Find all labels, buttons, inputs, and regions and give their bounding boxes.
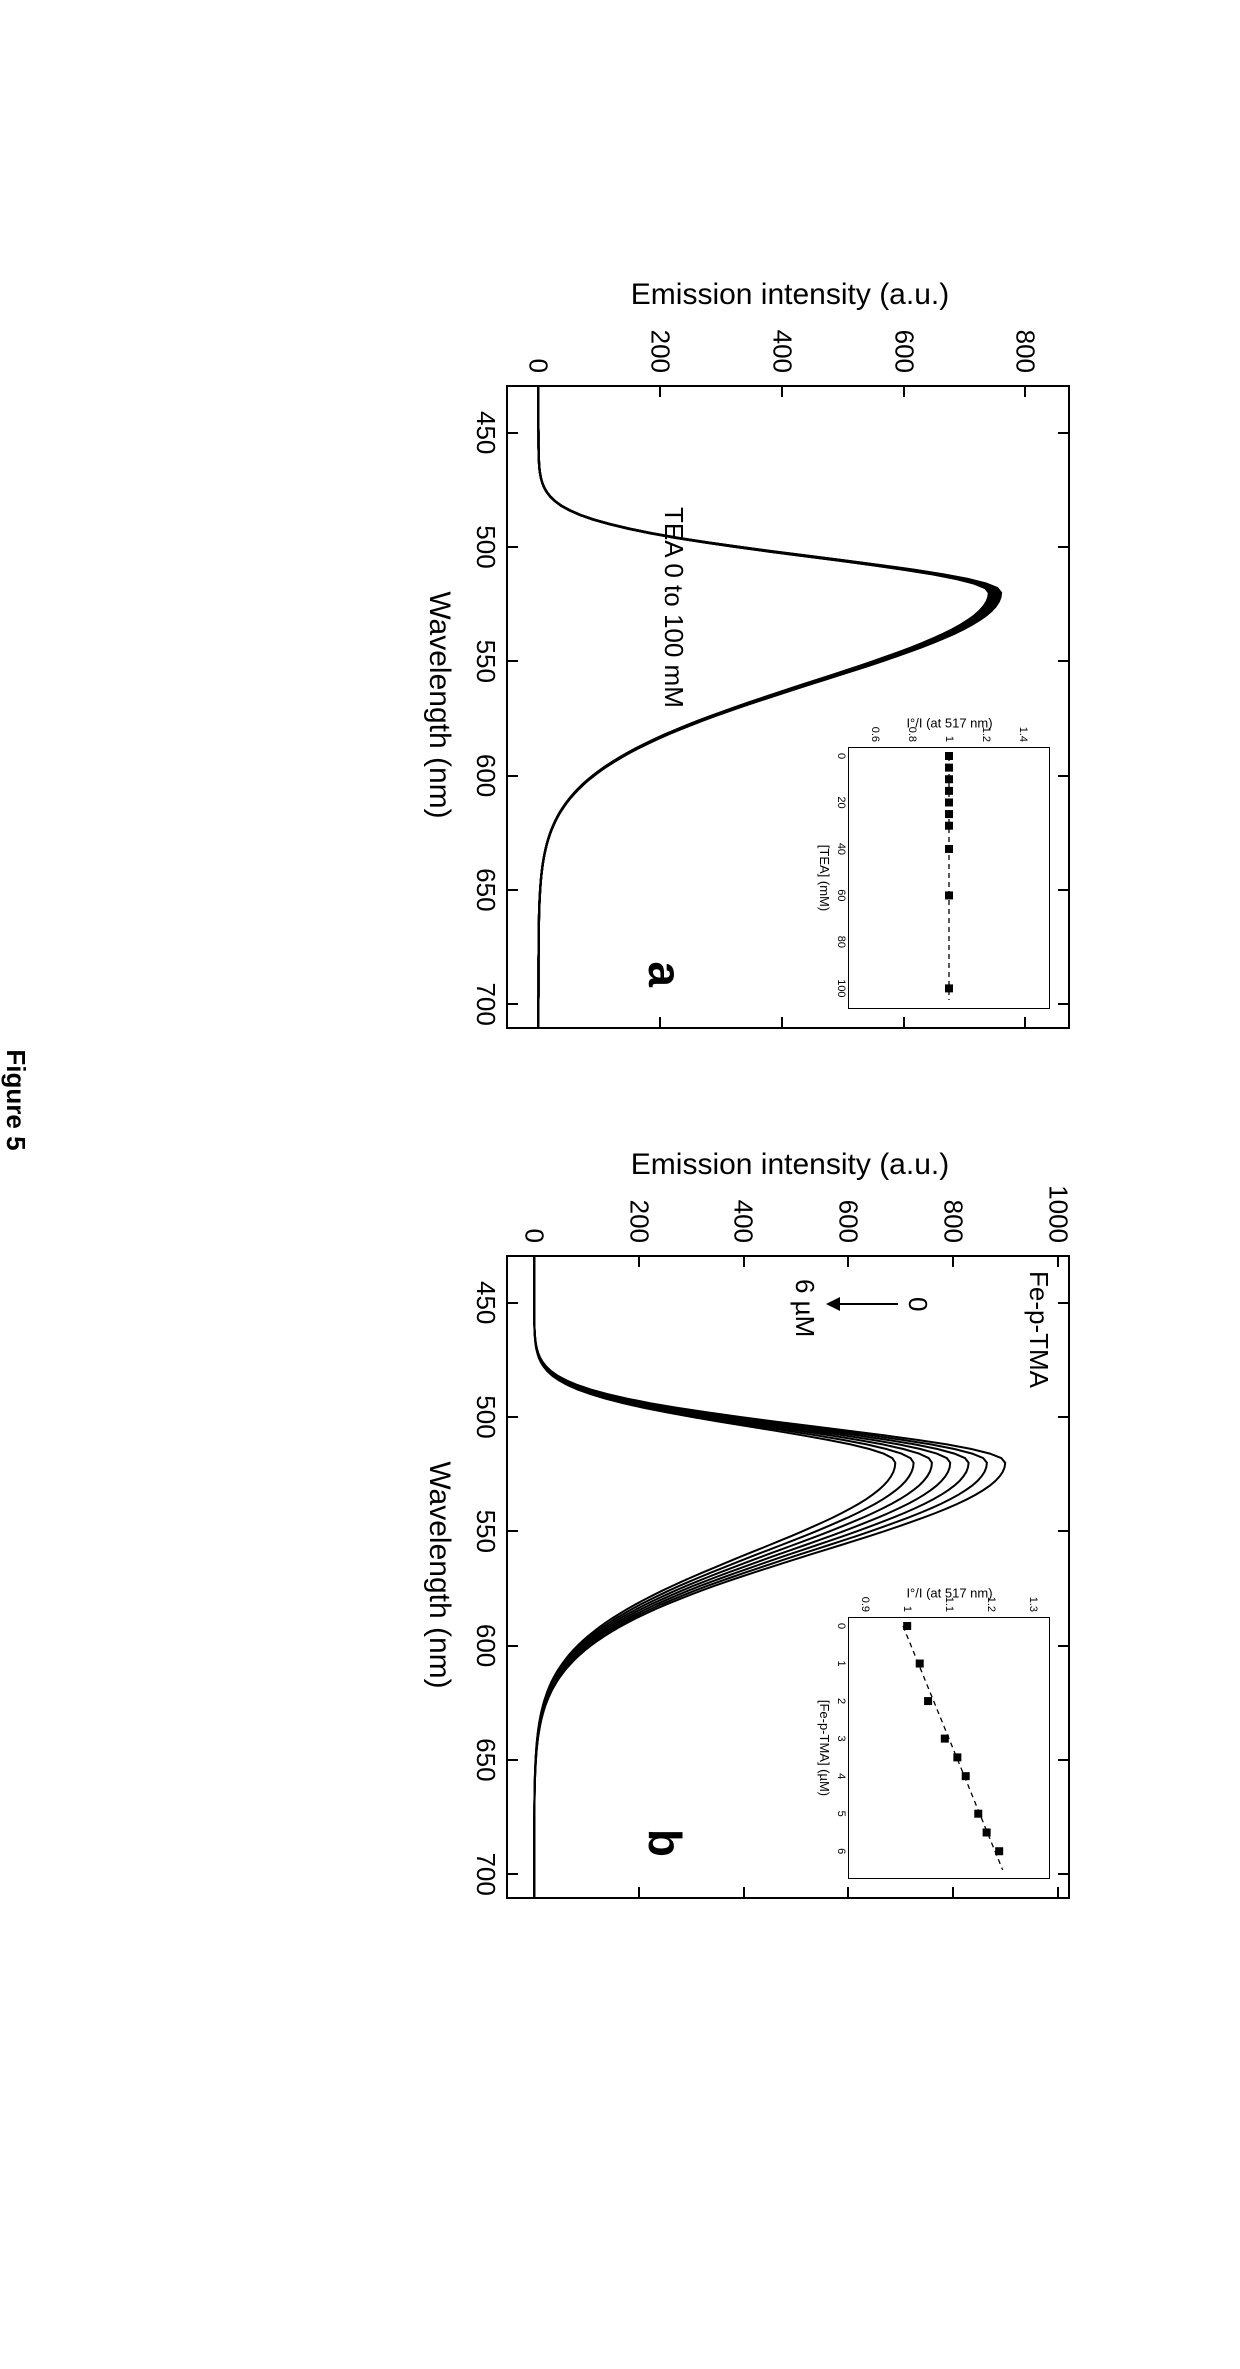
panel-a-ylabel-text: Emission intensity (a.u.) (631, 278, 949, 312)
panel-a-xlabel: Wavelength (nm) (422, 385, 456, 1025)
panel-a-inset-svg (849, 748, 1049, 1008)
panel-b-letter: b (638, 1829, 692, 1857)
panel-b-inset-svg (849, 1618, 1049, 1878)
panel-b: Emission intensity (a.u.) Fe-p-TMA 0 6 µ… (506, 1145, 1070, 1925)
panel-b-plot-frame: Fe-p-TMA 0 6 µM b I°/I (at 517 nm) [Fe-p… (506, 1255, 1070, 1899)
panel-b-inset: I°/I (at 517 nm) [Fe-p-TMA] (µM) 0123456… (848, 1617, 1050, 1879)
panel-b-xlabel: Wavelength (nm) (422, 1255, 456, 1895)
figure-stage: Emission intensity (a.u.) TEA 0 to 100 m… (170, 200, 1070, 2000)
panel-a-inset: I°/I (at 517 nm) [TEA] (mM) 020406080100… (848, 747, 1050, 1009)
panel-a: Emission intensity (a.u.) TEA 0 to 100 m… (506, 275, 1070, 1055)
panel-a-annotation: TEA 0 to 100 mM (658, 507, 689, 708)
panel-b-annotation-top: Fe-p-TMA (1023, 1271, 1054, 1388)
panel-b-arrow-icon (828, 1303, 898, 1305)
panel-b-arrow-label-bottom: 6 µM (789, 1279, 820, 1337)
panel-a-plot-frame: TEA 0 to 100 mM a I°/I (at 517 nm) [TEA]… (506, 385, 1070, 1029)
panel-a-ylabel: Emission intensity (a.u.) (510, 275, 1070, 315)
panel-b-arrow-label-top: 0 (902, 1297, 933, 1311)
panel-b-inset-xlabel: [Fe-p-TMA] (µM) (817, 1618, 832, 1878)
panel-b-ylabel-text: Emission intensity (a.u.) (631, 1148, 949, 1182)
page: Emission intensity (a.u.) TEA 0 to 100 m… (0, 0, 1240, 2369)
figure-caption: Figure 5 (0, 200, 31, 2000)
panel-b-ylabel: Emission intensity (a.u.) (510, 1145, 1070, 1185)
panels-row: Emission intensity (a.u.) TEA 0 to 100 m… (506, 200, 1070, 2000)
panel-a-inset-xlabel: [TEA] (mM) (817, 748, 832, 1008)
panel-a-letter: a (638, 961, 692, 987)
